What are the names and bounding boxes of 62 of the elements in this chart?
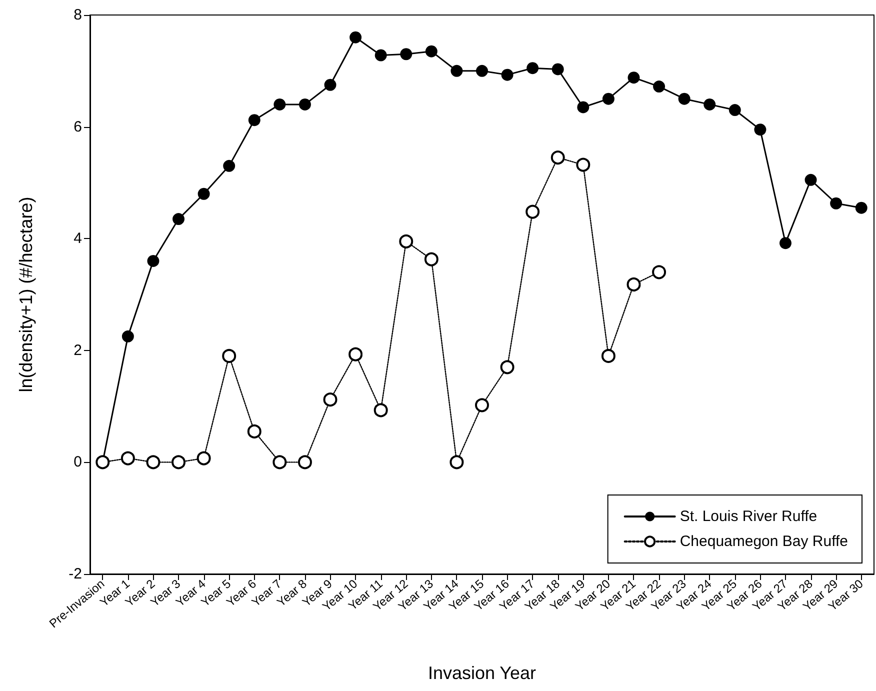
point — [626, 277, 641, 292]
point — [350, 31, 362, 44]
point — [754, 124, 766, 136]
point — [425, 45, 438, 58]
point — [628, 72, 640, 84]
point — [196, 451, 211, 466]
point — [500, 360, 514, 374]
point — [779, 237, 792, 250]
point — [550, 150, 565, 165]
y-tick-label: 2 — [74, 342, 82, 359]
point — [602, 92, 614, 105]
point — [400, 48, 412, 60]
point — [475, 398, 489, 412]
point — [653, 80, 666, 93]
point — [348, 347, 363, 362]
point — [450, 64, 463, 77]
point — [855, 202, 868, 214]
point — [450, 455, 464, 470]
point — [601, 348, 616, 363]
y-tick-label: 6 — [74, 118, 82, 136]
point — [374, 403, 388, 418]
point — [247, 424, 262, 438]
point — [146, 455, 160, 470]
point — [804, 174, 817, 186]
x-axis-title: Invasion Year — [428, 663, 536, 683]
y-tick-label: 4 — [74, 230, 82, 248]
point — [476, 64, 488, 77]
point — [147, 254, 160, 267]
y-tick-label: 8 — [74, 6, 82, 24]
point — [172, 455, 186, 470]
point — [577, 101, 590, 114]
point — [501, 68, 514, 81]
point — [324, 78, 336, 91]
point — [223, 160, 236, 172]
point — [526, 62, 539, 74]
point — [323, 392, 338, 407]
y-tick-label: -2 — [68, 566, 82, 582]
point — [120, 451, 135, 466]
point — [424, 252, 438, 266]
point — [728, 104, 741, 116]
point — [576, 158, 590, 172]
point — [704, 98, 716, 110]
point — [374, 49, 387, 62]
y-tick-label: 0 — [74, 454, 82, 471]
point — [399, 234, 414, 248]
point — [652, 265, 666, 280]
point — [172, 213, 185, 226]
point — [526, 204, 540, 219]
point — [552, 63, 564, 76]
point — [222, 348, 236, 363]
point — [298, 98, 311, 110]
point — [274, 98, 286, 110]
point — [830, 197, 842, 210]
y-axis-title: ln(density+1) (#/hectare) — [16, 196, 36, 392]
legend-label: Chequamegon Bay Ruffe — [680, 533, 848, 550]
legend-label: St. Louis River Ruffe — [680, 508, 818, 525]
point — [678, 92, 690, 105]
point — [298, 455, 312, 470]
point — [122, 330, 134, 342]
point — [272, 455, 287, 470]
point — [248, 114, 260, 126]
point — [198, 188, 210, 200]
